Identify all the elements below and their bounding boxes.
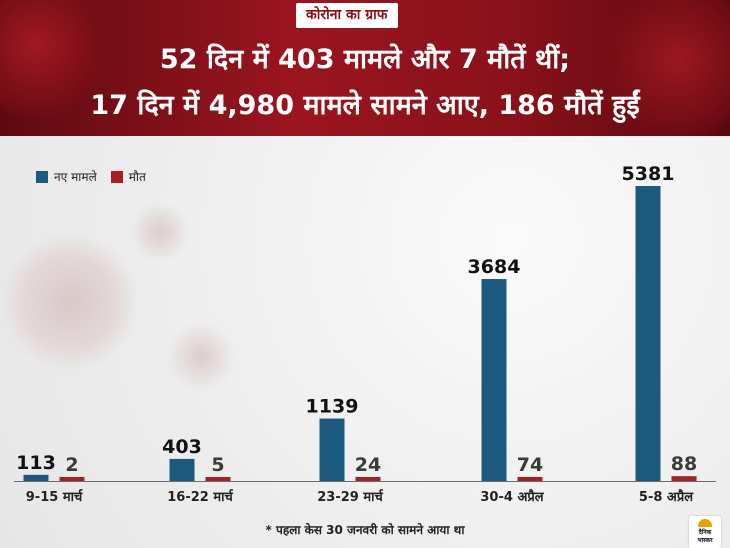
legend-label-new-cases: नए मामले bbox=[54, 170, 97, 184]
headline-line-1: 52 दिन में 403 मामले और 7 मौतें थीं; bbox=[159, 44, 571, 75]
data-label-new-cases-1: 113 bbox=[16, 452, 56, 474]
logo-sun-icon bbox=[698, 519, 712, 527]
legend-label-deaths: मौत bbox=[128, 170, 146, 184]
bar-new-cases-3 bbox=[319, 418, 345, 481]
data-label-new-cases-2: 403 bbox=[162, 436, 202, 458]
bar-new-cases-5 bbox=[635, 186, 661, 481]
header-banner: कोरोना का ग्राफ 52 दिन में 403 मामले और … bbox=[0, 0, 730, 136]
header-tag: कोरोना का ग्राफ bbox=[296, 3, 398, 28]
dainik-bhaskar-logo: दैनिक भास्कर bbox=[689, 516, 721, 548]
headline-line-2: 17 दिन में 4,980 मामले सामने आए, 186 मौत… bbox=[90, 90, 640, 121]
virus-decoration-icon bbox=[130, 202, 190, 262]
data-label-deaths-1: 2 bbox=[65, 454, 78, 476]
footnote: * पहला केस 30 जनवरी को सामने आया था bbox=[265, 523, 465, 537]
bar-deaths-3 bbox=[355, 477, 381, 481]
logo-line-1: दैनिक bbox=[698, 529, 712, 536]
data-label-deaths-4: 74 bbox=[517, 454, 543, 476]
legend-swatch-deaths bbox=[110, 170, 123, 183]
data-label-deaths-2: 5 bbox=[211, 454, 224, 476]
data-label-deaths-5: 88 bbox=[671, 453, 697, 475]
virus-decoration-icon bbox=[600, 0, 730, 136]
x-tick-label-5: 5-8 अप्रैल bbox=[639, 489, 694, 505]
bar-new-cases-1 bbox=[23, 474, 49, 481]
data-label-new-cases-5: 5381 bbox=[622, 163, 675, 185]
x-tick-label-4: 30-4 अप्रैल bbox=[480, 489, 544, 505]
bar-new-cases-2 bbox=[169, 458, 195, 481]
x-tick-label-1: 9-15 मार्च bbox=[26, 489, 83, 505]
chart-legend: नए मामले मौत bbox=[36, 168, 160, 184]
virus-decoration-icon bbox=[0, 232, 140, 372]
logo-line-2: भास्कर bbox=[697, 537, 713, 544]
data-label-new-cases-3: 1139 bbox=[306, 396, 359, 418]
bar-new-cases-4 bbox=[481, 279, 507, 481]
data-label-deaths-3: 24 bbox=[355, 454, 381, 476]
legend-swatch-new-cases bbox=[36, 170, 48, 183]
x-tick-label-2: 16-22 मार्च bbox=[167, 489, 233, 505]
bar-deaths-4 bbox=[517, 476, 543, 481]
bar-deaths-1 bbox=[59, 477, 85, 481]
virus-decoration-icon bbox=[166, 322, 236, 392]
bar-deaths-5 bbox=[671, 476, 697, 481]
data-label-new-cases-4: 3684 bbox=[468, 256, 521, 278]
bar-deaths-2 bbox=[205, 477, 231, 481]
x-tick-label-3: 23-29 मार्च bbox=[317, 489, 383, 505]
